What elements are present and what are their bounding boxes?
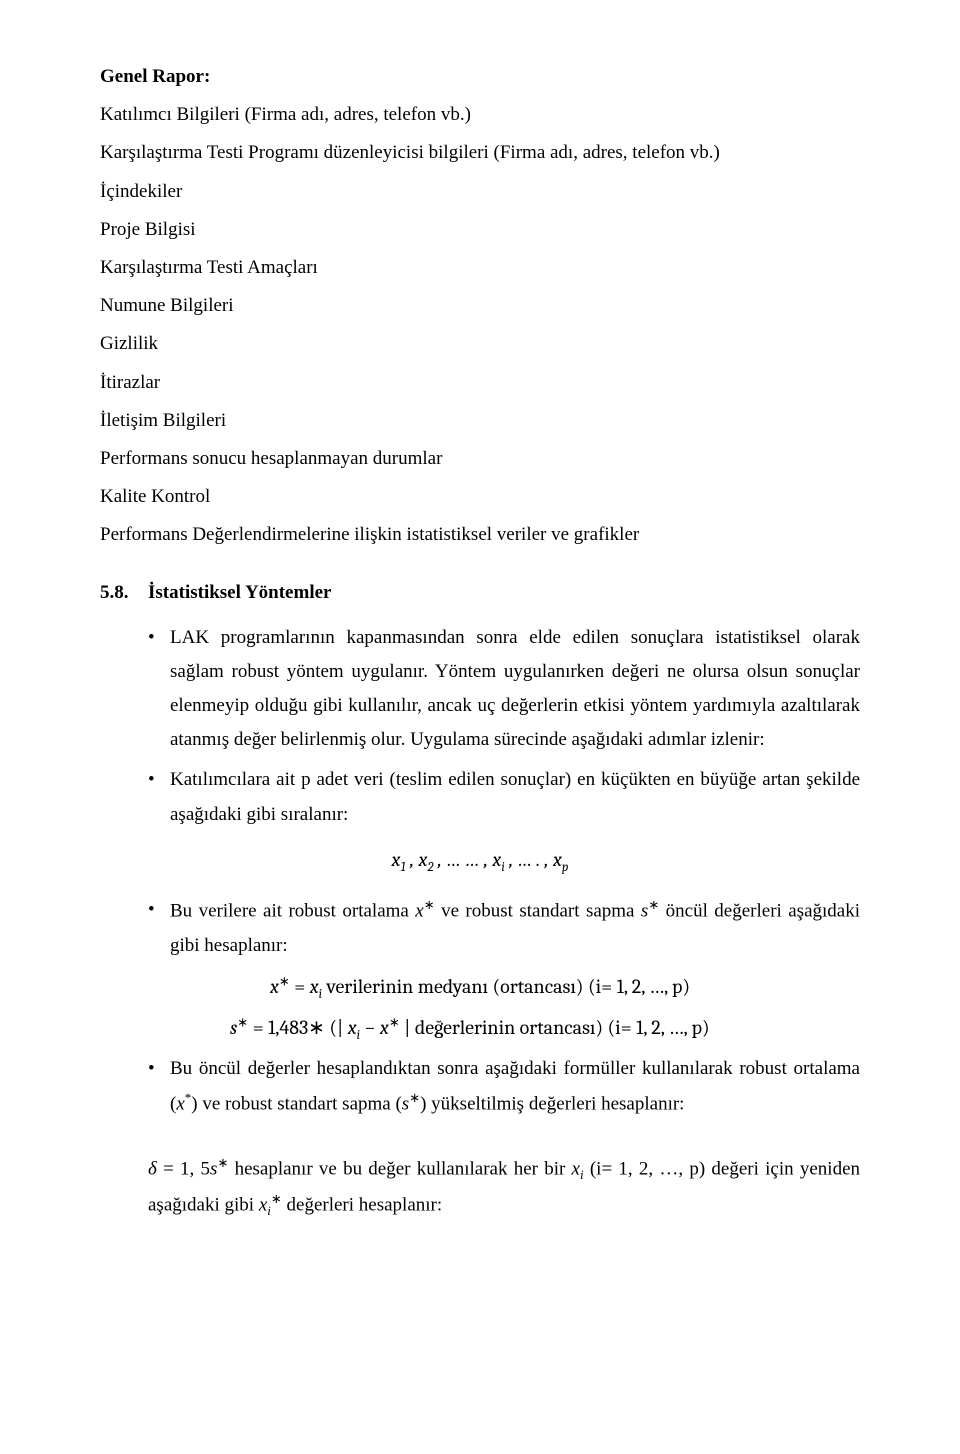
math-symbol: 1, 5 — [180, 1159, 210, 1180]
math-symbol: ∗ — [409, 1090, 420, 1105]
formula-sstar: s∗ = 1,483∗ (| xi − x∗ | değerlerinin or… — [230, 1010, 860, 1047]
rapor-line-5: Karşılaştırma Testi Amaçları — [100, 251, 860, 285]
math-symbol: x — [259, 1194, 267, 1215]
bullet-item: Bu öncül değerler hesaplandıktan sonra a… — [148, 1052, 860, 1122]
rapor-line-6: Numune Bilgileri — [100, 289, 860, 323]
text: ve robust standart sapma — [435, 900, 641, 921]
section-number: 5.8. — [100, 576, 148, 610]
delta-paragraph: δ = 1, 5s∗ hesaplanır ve bu değer kullan… — [148, 1151, 860, 1222]
rapor-line-7: Gizlilik — [100, 327, 860, 361]
rapor-line-12: Performans Değerlendirmelerine ilişkin i… — [100, 518, 860, 552]
bullet-list-1: LAK programlarının kapanmasından sonra e… — [148, 621, 860, 832]
math-symbol: ∗ — [424, 897, 435, 912]
math-symbol: δ — [148, 1159, 157, 1180]
math-symbol: x — [415, 900, 423, 921]
rapor-line-10: Performans sonucu hesaplanmayan durumlar — [100, 442, 860, 476]
rapor-line-4: Proje Bilgisi — [100, 213, 860, 247]
rapor-line-8: İtirazlar — [100, 366, 860, 400]
rapor-line-11: Kalite Kontrol — [100, 480, 860, 514]
bullet-list-2: Bu verilere ait robust ortalama x∗ ve ro… — [148, 893, 860, 963]
math-symbol: x — [572, 1159, 580, 1180]
rapor-line-3: İçindekiler — [100, 175, 860, 209]
document-page: Genel Rapor: Katılımcı Bilgileri (Firma … — [0, 0, 960, 1454]
text: ) ve robust standart sapma ( — [191, 1093, 402, 1114]
math-symbol: x — [176, 1093, 184, 1114]
math-symbol: ∗ — [648, 897, 659, 912]
formula-xstar: x∗ = xi verilerinin medyanı (ortancası) … — [270, 969, 860, 1006]
text: değerlerinin ortancası) (i= 1, 2, …, p) — [410, 1016, 709, 1039]
bullet-list-3: Bu öncül değerler hesaplandıktan sonra a… — [148, 1052, 860, 1122]
math-symbol: ∗ — [217, 1155, 228, 1170]
text: verilerinin medyanı (ortancası) (i= 1, 2… — [322, 975, 690, 998]
math-symbol: ∗ — [271, 1191, 282, 1206]
bullet-item: Katılımcılara ait p adet veri (teslim ed… — [148, 763, 860, 831]
section-title: İstatistiksel Yöntemler — [148, 576, 331, 610]
bullet-item: Bu verilere ait robust ortalama x∗ ve ro… — [148, 893, 860, 963]
formula-sequence: x1 , x2 , … … , xi , … . , xp — [100, 842, 860, 879]
rapor-line-2: Karşılaştırma Testi Programı düzenleyici… — [100, 136, 860, 170]
rapor-line-9: İletişim Bilgileri — [100, 404, 860, 438]
text: Bu verilere ait robust ortalama — [170, 900, 415, 921]
rapor-line-1: Katılımcı Bilgileri (Firma adı, adres, t… — [100, 98, 860, 132]
section-header: 5.8. İstatistiksel Yöntemler — [100, 576, 860, 610]
text: ) yükseltilmiş değerleri hesaplanır: — [420, 1093, 684, 1114]
text: hesaplanır ve bu değer kullanılarak her … — [228, 1159, 571, 1180]
bullet-item: LAK programlarının kapanmasından sonra e… — [148, 621, 860, 758]
page-title: Genel Rapor: — [100, 60, 860, 94]
text: değerleri hesaplanır: — [282, 1194, 442, 1215]
text: 1,483∗ — [268, 1016, 325, 1039]
